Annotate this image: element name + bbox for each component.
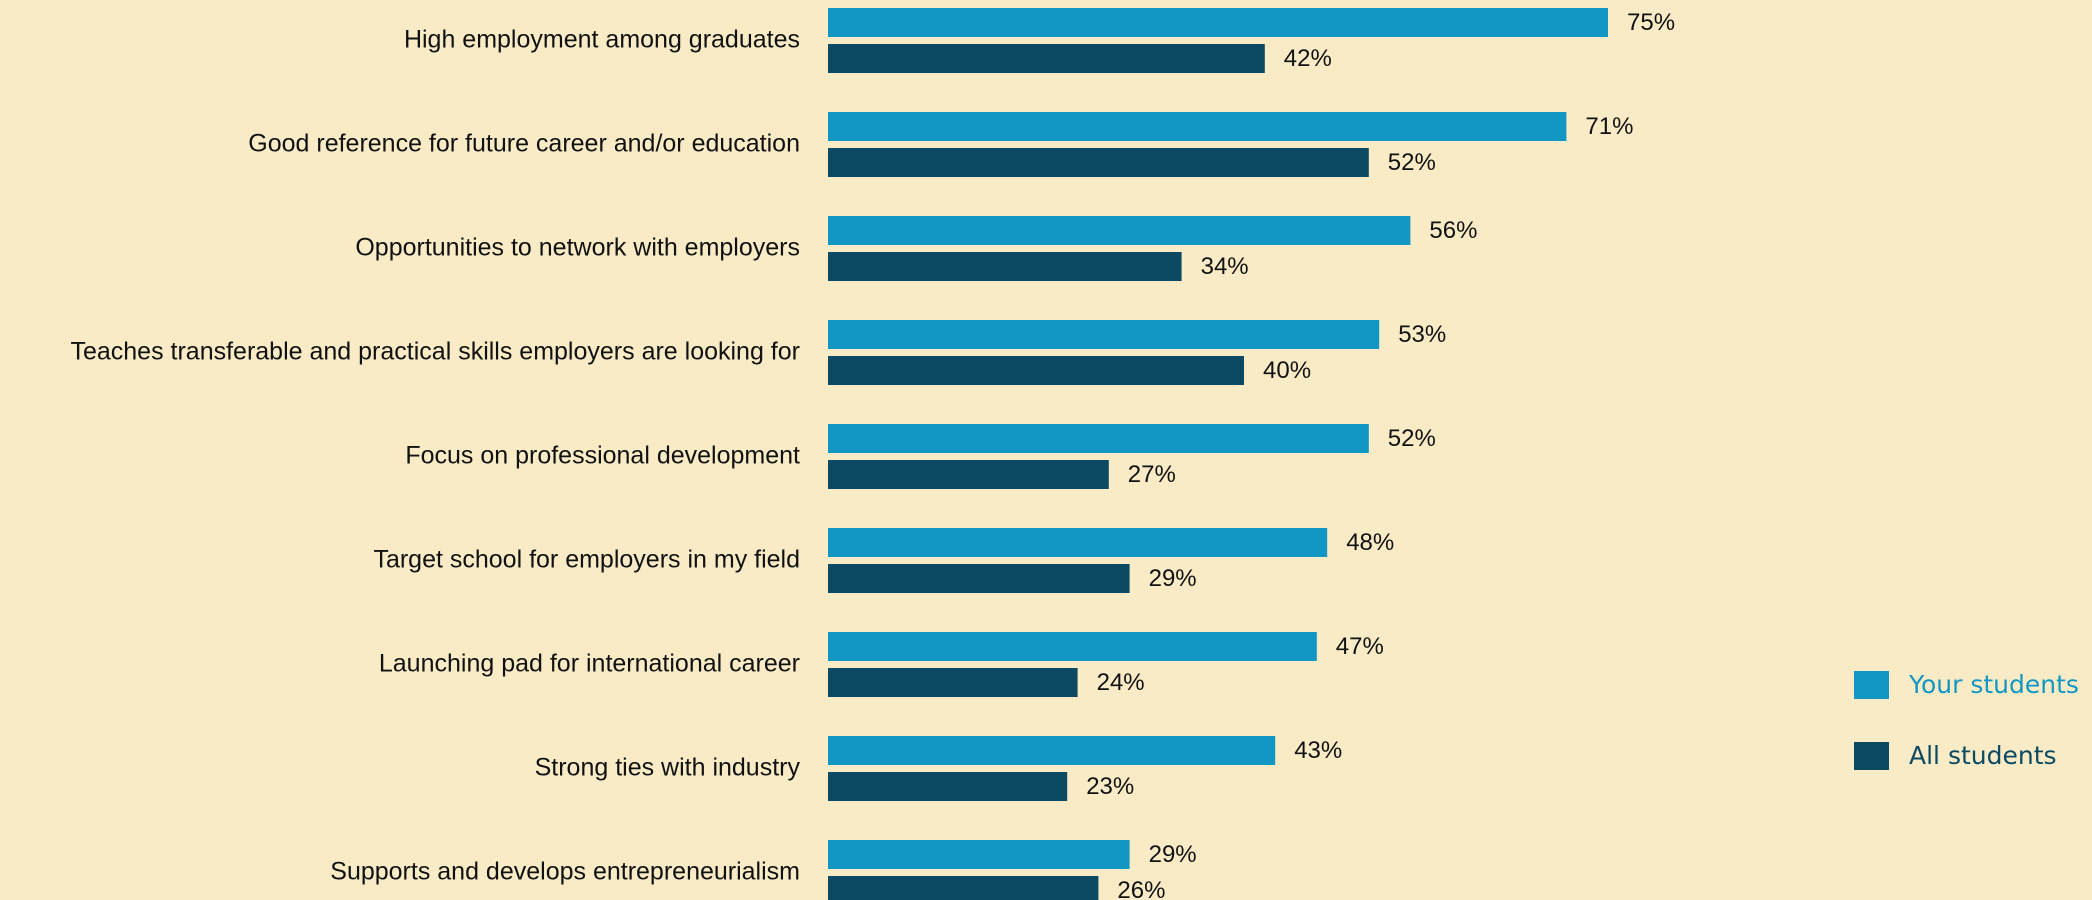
bar	[828, 44, 1265, 73]
category-text: High employment among graduates	[403, 25, 800, 54]
category-label: Strong ties with industry	[0, 754, 800, 783]
category-label: Teaches transferable and practical skill…	[0, 338, 800, 367]
legend-swatch	[1854, 742, 1889, 770]
bar	[828, 148, 1369, 177]
value-label: 29%	[1149, 841, 1197, 868]
bar	[828, 772, 1068, 801]
value-label: 34%	[1201, 253, 1249, 280]
bar	[828, 8, 1608, 37]
category-text: Supports and develops entrepreneurialism	[330, 857, 800, 886]
category-label: Good reference for future career and/or …	[0, 130, 800, 159]
bar	[828, 840, 1130, 869]
legend-label: Your students	[1908, 670, 2079, 699]
category-text: Opportunities to network with employers	[355, 233, 800, 262]
category-text: Focus on professional development	[405, 441, 800, 470]
category-text: Target school for employers in my field	[373, 545, 800, 574]
bar	[828, 460, 1109, 489]
bar	[828, 736, 1276, 765]
value-label: 48%	[1346, 529, 1394, 556]
value-label: 71%	[1585, 113, 1633, 140]
category-label: Focus on professional development	[0, 442, 800, 471]
value-label: 23%	[1086, 773, 1134, 800]
category-text: Launching pad for international career	[378, 649, 800, 678]
category-label: Supports and develops entrepreneurialism	[0, 858, 800, 887]
value-label: 56%	[1429, 217, 1477, 244]
legend-swatch	[1854, 671, 1889, 699]
bar	[828, 528, 1328, 557]
bar	[828, 564, 1130, 593]
value-label: 75%	[1627, 9, 1675, 36]
value-label: 26%	[1117, 877, 1165, 900]
bar	[828, 216, 1411, 245]
bar	[828, 424, 1369, 453]
value-label: 40%	[1263, 357, 1311, 384]
category-label: Target school for employers in my field	[0, 546, 800, 575]
value-label: 27%	[1128, 461, 1176, 488]
value-label: 52%	[1388, 425, 1436, 452]
value-label: 47%	[1336, 633, 1384, 660]
category-label: Opportunities to network with employers	[0, 234, 800, 263]
bar	[828, 112, 1567, 141]
bar	[828, 668, 1078, 697]
value-label: 42%	[1284, 45, 1332, 72]
bar	[828, 320, 1380, 349]
value-label: 29%	[1149, 565, 1197, 592]
category-label: Launching pad for international career	[0, 650, 800, 679]
bar	[828, 356, 1244, 385]
bar	[828, 632, 1317, 661]
value-label: 24%	[1097, 669, 1145, 696]
bar	[828, 252, 1182, 281]
category-label: High employment among graduates	[0, 26, 800, 55]
category-text: Teaches transferable and practical skill…	[70, 337, 800, 366]
bar	[828, 876, 1099, 900]
value-label: 52%	[1388, 149, 1436, 176]
category-text: Strong ties with industry	[534, 753, 800, 782]
value-label: 53%	[1398, 321, 1446, 348]
value-label: 43%	[1294, 737, 1342, 764]
legend-label: All students	[1909, 741, 2057, 770]
category-text: Good reference for future career and/or …	[248, 129, 800, 158]
